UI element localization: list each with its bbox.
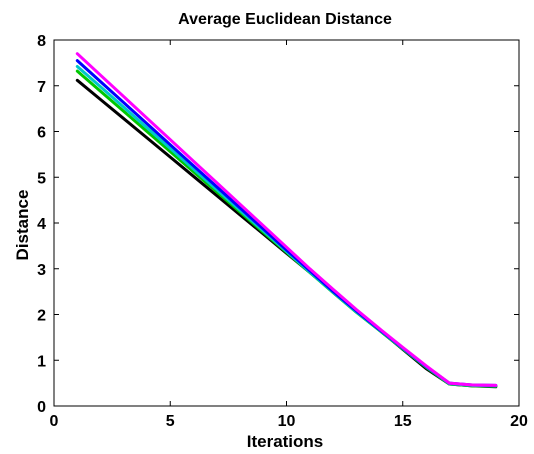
y-tick-label: 2 [37,308,46,325]
y-axis-ticks: 0 1 2 3 4 5 6 7 8 [37,33,519,416]
y-tick-label: 5 [37,170,46,187]
y-tick-label: 4 [37,216,46,233]
y-tick-label: 1 [37,353,46,370]
x-axis-label: Iterations [247,432,324,451]
y-tick-label: 8 [37,33,46,50]
x-tick-label: 5 [166,413,175,430]
y-tick-label: 3 [37,262,46,279]
x-tick-label: 0 [50,413,59,430]
y-tick-label: 7 [37,79,46,96]
x-tick-label: 15 [394,413,412,430]
chart-title: Average Euclidean Distance [178,11,392,28]
series-layer [75,52,498,389]
series-line-5 [75,52,498,387]
x-tick-label: 20 [510,413,528,430]
x-tick-label: 10 [278,413,296,430]
series-line-3 [75,65,498,388]
y-axis-label: Distance [13,190,32,261]
series-line-4 [75,59,498,387]
y-tick-label: 0 [37,399,46,416]
y-tick-label: 6 [37,125,46,142]
x-axis-ticks: 0 5 10 15 20 [50,40,528,430]
